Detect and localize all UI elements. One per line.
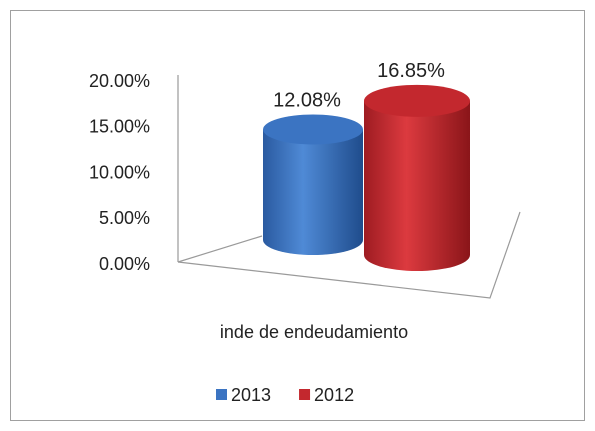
bar-top (364, 84, 470, 117)
legend-swatch (299, 389, 311, 400)
y-tick-label: 15.00% (89, 117, 150, 137)
value-label: 12.08% (273, 90, 341, 112)
bar-body (364, 100, 470, 271)
legend-label: 2013 (231, 385, 271, 405)
bar (364, 84, 470, 271)
legend-label: 2012 (314, 385, 354, 405)
bar-top (263, 114, 363, 145)
value-label: 16.85% (377, 60, 445, 82)
legend-swatch (216, 389, 227, 400)
x-tick-label: inde de endeudamiento (220, 322, 408, 342)
bar-body (263, 129, 363, 255)
bar (263, 114, 363, 255)
y-tick-label: 0.00% (99, 254, 150, 274)
y-tick-label: 20.00% (89, 71, 150, 91)
axes-3d (177, 75, 521, 299)
y-tick-label: 10.00% (89, 162, 150, 182)
y-tick-label: 5.00% (99, 208, 150, 228)
